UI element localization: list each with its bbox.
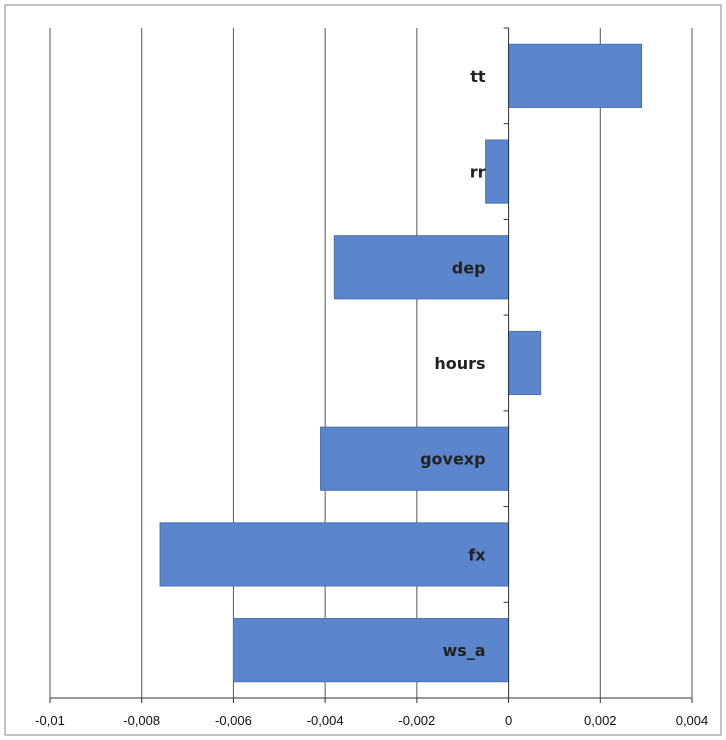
category-labels: tt rr dep hours govexp fx ws_a bbox=[420, 67, 486, 660]
category-label-tt: tt bbox=[470, 67, 486, 86]
x-tick-label: 0,004 bbox=[676, 713, 709, 728]
x-tick-label: 0,002 bbox=[584, 713, 617, 728]
x-tick-labels: -0,01 -0,008 -0,006 -0,004 -0,002 0 0,002 0,004 bbox=[35, 713, 708, 728]
x-tick-label: -0,004 bbox=[307, 713, 344, 728]
category-label-rr: rr bbox=[470, 163, 486, 182]
category-label-govexp: govexp bbox=[420, 450, 486, 469]
bar-ws_a bbox=[232, 618, 510, 683]
axes bbox=[49, 27, 693, 703]
bar-govexp bbox=[320, 426, 510, 491]
bars bbox=[159, 43, 643, 683]
bar-rr bbox=[485, 139, 510, 204]
x-tick-label: 0 bbox=[505, 713, 512, 728]
category-label-ws_a: ws_a bbox=[442, 641, 485, 660]
category-label-fx: fx bbox=[468, 545, 486, 564]
bar-dep bbox=[333, 235, 510, 300]
x-tick-label: -0,01 bbox=[35, 713, 65, 728]
gridlines bbox=[49, 28, 693, 698]
bar-tt bbox=[508, 43, 643, 108]
x-tick-label: -0,008 bbox=[123, 713, 160, 728]
chart-frame bbox=[4, 4, 722, 736]
bar-fx bbox=[159, 522, 510, 587]
x-tick-label: -0,002 bbox=[398, 713, 435, 728]
x-tick-label: -0,006 bbox=[215, 713, 252, 728]
bar-hours bbox=[508, 330, 542, 396]
category-label-hours: hours bbox=[434, 354, 485, 373]
category-label-dep: dep bbox=[452, 258, 486, 277]
